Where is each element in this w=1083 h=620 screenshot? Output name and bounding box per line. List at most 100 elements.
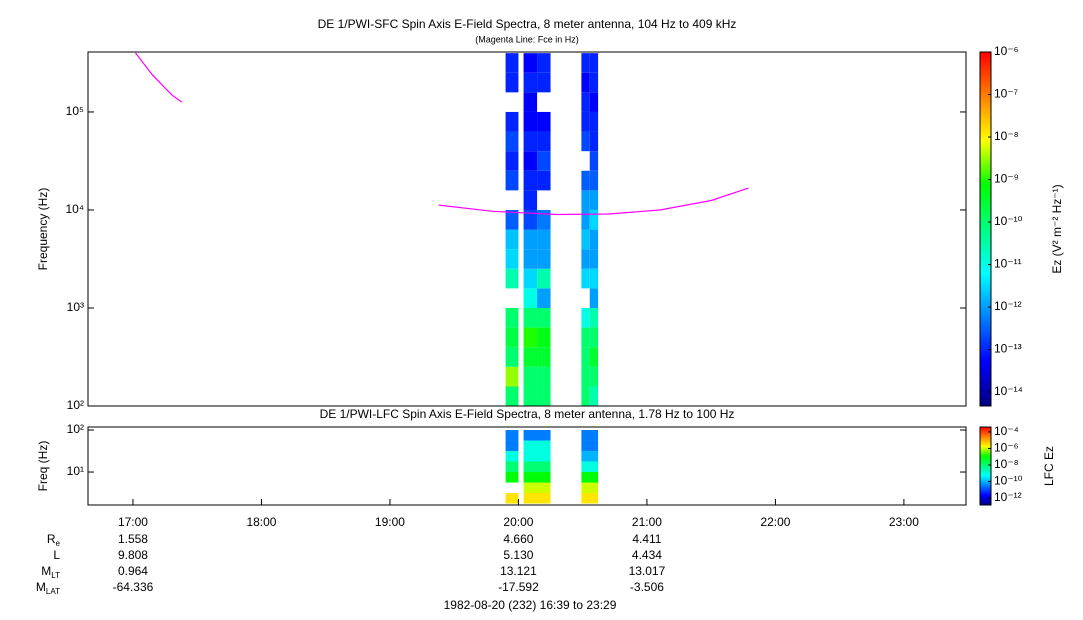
heatmap-cell xyxy=(581,347,590,367)
heatmap-cell xyxy=(581,53,590,73)
heatmap-cell xyxy=(505,307,519,328)
heatmap-cell xyxy=(589,151,599,171)
heatmap-cell xyxy=(523,249,538,269)
ephemeris-label: Re xyxy=(47,532,61,548)
heatmap-cell xyxy=(537,170,551,191)
heatmap-cell xyxy=(581,430,599,441)
ephemeris-value: 4.660 xyxy=(503,532,533,546)
y-tick-label: 10³ xyxy=(67,300,84,314)
ephemeris-label-main: R xyxy=(47,532,56,546)
heatmap-cell xyxy=(505,493,519,504)
ephemeris-label-main: L xyxy=(53,548,60,562)
heatmap-cell xyxy=(505,151,519,171)
ephemeris-value: 4.434 xyxy=(632,548,662,562)
ephemeris-value: 4.411 xyxy=(632,532,661,546)
heatmap-cell xyxy=(523,170,538,191)
heatmap-cell xyxy=(581,92,590,112)
heatmap-cell xyxy=(589,92,599,112)
heatmap-cell xyxy=(581,493,599,504)
heatmap-cell xyxy=(505,209,519,230)
heatmap-cell xyxy=(537,151,551,171)
heatmap-cell xyxy=(581,190,590,210)
heatmap-cell xyxy=(505,440,519,452)
heatmap-cell xyxy=(505,53,519,73)
heatmap-cell xyxy=(537,131,551,152)
y-axis-label: Freq (Hz) xyxy=(36,441,50,492)
heatmap-cell xyxy=(537,268,551,289)
heatmap-cell xyxy=(589,307,599,328)
ephemeris-value: 13.121 xyxy=(500,564,537,578)
heatmap-cell xyxy=(537,307,551,328)
heatmap-cell xyxy=(581,131,590,152)
heatmap-cell xyxy=(523,366,538,387)
heatmap-cell xyxy=(581,229,590,250)
fce-line xyxy=(135,52,749,216)
heatmap-cell xyxy=(505,451,519,462)
heatmap-cell xyxy=(537,249,551,269)
heatmap-cell xyxy=(589,209,599,230)
ephemeris-value: 0.964 xyxy=(118,564,148,578)
heatmap-cell xyxy=(581,482,599,494)
heatmap-cell xyxy=(505,111,519,132)
heatmap-cell xyxy=(581,268,590,289)
ephemeris-label-sub: LT xyxy=(51,571,60,580)
x-tick-label: 20:00 xyxy=(503,515,533,529)
x-tick-label: 17:00 xyxy=(118,515,148,529)
heatmap-cell xyxy=(523,472,551,483)
ephemeris-label-sub: e xyxy=(56,539,61,548)
heatmap-cell xyxy=(505,72,519,93)
ephemeris-value: 13.017 xyxy=(629,564,666,578)
heatmap-cell xyxy=(523,229,538,250)
heatmap-cell xyxy=(523,151,538,171)
colorbar-label: Ez (V² m⁻² Hz⁻¹) xyxy=(1050,184,1064,273)
heatmap-cell xyxy=(505,249,519,269)
ephemeris-value: 1.558 xyxy=(118,532,148,546)
ephemeris-value: 9.808 xyxy=(118,548,148,562)
heatmap-cell xyxy=(523,53,538,73)
heatmap-cell xyxy=(589,53,599,73)
heatmap-cell xyxy=(589,268,599,289)
colorbar-tick-label: 10⁻⁹ xyxy=(994,172,1019,186)
heatmap-cell xyxy=(537,72,551,93)
heatmap-cell xyxy=(589,327,599,348)
heatmap-cell xyxy=(505,229,519,250)
colorbar-tick-label: 10⁻⁸ xyxy=(994,129,1019,143)
heatmap-cell xyxy=(523,451,551,462)
ephemeris-label: MLAT xyxy=(36,580,60,596)
heatmap-cell xyxy=(581,249,590,269)
heatmap-cell xyxy=(537,347,551,367)
heatmap-cell xyxy=(505,170,519,191)
heatmap-cell xyxy=(523,461,551,473)
colorbar-tick-label: 10⁻¹¹ xyxy=(994,257,1022,271)
ephemeris-label-sub: LAT xyxy=(46,587,60,596)
heatmap-cell xyxy=(505,366,519,387)
heatmap-cell xyxy=(537,327,551,348)
heatmap-cell xyxy=(523,430,551,441)
heatmap-cell xyxy=(581,472,599,483)
heatmap-cell xyxy=(589,72,599,93)
heatmap-cell xyxy=(523,190,538,210)
colorbar-tick-label: 10⁻⁴ xyxy=(994,424,1019,438)
colorbar-tick-label: 10⁻¹² xyxy=(994,490,1022,504)
ephemeris-value: 5.130 xyxy=(503,548,533,562)
colorbar-tick-label: 10⁻⁷ xyxy=(994,87,1018,101)
ephemeris-label: L xyxy=(53,548,60,562)
y-axis-label: Frequency (Hz) xyxy=(36,188,50,271)
heatmap-cell xyxy=(505,327,519,348)
heatmap-cell xyxy=(589,170,599,191)
heatmap-cell xyxy=(589,347,599,367)
heatmap-cell xyxy=(589,111,599,132)
heatmap-cell xyxy=(523,288,538,308)
heatmap-cell xyxy=(581,170,590,191)
colorbar xyxy=(979,426,992,506)
heatmap-cell xyxy=(589,386,599,406)
heatmap-cell xyxy=(505,472,519,483)
colorbar-tick-label: 10⁻¹⁰ xyxy=(994,214,1023,228)
heatmap-cell xyxy=(523,307,538,328)
colorbar-tick-label: 10⁻¹² xyxy=(994,299,1022,313)
heatmap-cell xyxy=(581,386,590,406)
heatmap-cell xyxy=(581,440,599,452)
y-tick-label: 10² xyxy=(67,398,84,412)
heatmap-cell xyxy=(581,366,590,387)
